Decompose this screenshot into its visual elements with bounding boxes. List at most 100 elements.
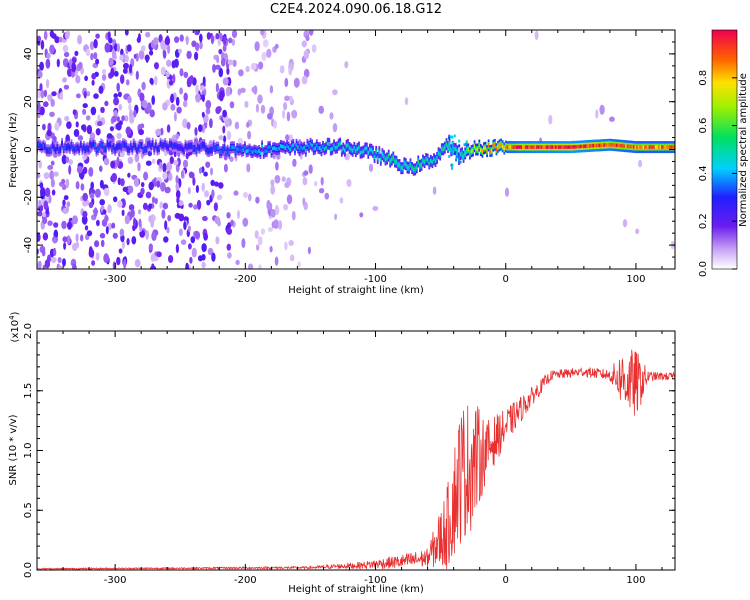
heatmap-cell bbox=[72, 263, 77, 269]
heatmap-cell bbox=[205, 100, 212, 109]
heatmap-cell bbox=[603, 143, 606, 147]
colorbar-tick-label: 0.8 bbox=[698, 70, 709, 86]
heatmap-cell bbox=[185, 35, 189, 46]
heatmap-cell bbox=[68, 164, 72, 175]
heatmap-cell bbox=[101, 68, 107, 75]
heatmap-cell bbox=[284, 77, 289, 88]
heatmap-cell bbox=[222, 77, 229, 86]
heatmap-cell bbox=[492, 143, 495, 148]
heatmap-cell bbox=[272, 146, 274, 151]
heatmap-cell bbox=[47, 220, 53, 226]
heatmap-cell bbox=[189, 144, 192, 148]
heatmap-cell bbox=[233, 190, 239, 196]
heatmap-cell bbox=[408, 166, 410, 170]
heatmap-cell bbox=[49, 248, 55, 258]
heatmap-cell bbox=[322, 145, 324, 149]
heatmap-cell bbox=[201, 143, 204, 147]
heatmap-cell bbox=[539, 145, 542, 149]
heatmap-cell bbox=[110, 160, 116, 169]
heatmap-cell bbox=[84, 147, 87, 152]
heatmap-cell bbox=[526, 145, 529, 149]
heatmap-cell bbox=[140, 45, 146, 52]
colorbar-tick-label: 0.6 bbox=[698, 118, 709, 134]
heatmap-cell bbox=[44, 187, 51, 197]
heatmap-cell bbox=[243, 191, 248, 199]
heatmap-cell bbox=[127, 172, 131, 178]
heatmap-cell bbox=[569, 145, 571, 149]
heatmap-cell bbox=[111, 115, 117, 123]
heatmap-cell bbox=[145, 160, 152, 166]
heatmap-cell bbox=[188, 171, 194, 179]
heatmap-cell bbox=[273, 146, 276, 150]
heatmap-cell bbox=[156, 147, 159, 152]
heatmap-cell bbox=[292, 143, 295, 147]
heatmap-cell bbox=[87, 147, 90, 151]
heatmap-cell bbox=[650, 145, 652, 149]
heatmap-cell bbox=[601, 143, 604, 147]
heatmap-cell bbox=[141, 81, 146, 91]
heatmap-cell bbox=[37, 211, 43, 217]
heatmap-cell bbox=[432, 186, 437, 195]
heatmap-cell bbox=[90, 181, 94, 190]
heatmap-cell bbox=[100, 142, 103, 147]
heatmap-cell bbox=[195, 148, 198, 153]
heatmap-cell bbox=[247, 130, 252, 140]
heatmap-cell bbox=[117, 91, 122, 98]
heatmap-cell bbox=[99, 165, 103, 172]
heatmap-cell bbox=[318, 188, 325, 194]
snr-ticks: -300 -200 -100 0 100 0.0 0.5 1.0 1.5 2.0 bbox=[23, 323, 675, 586]
heatmap-cell bbox=[635, 228, 640, 235]
heatmap-cell bbox=[452, 150, 455, 154]
heatmap-cell bbox=[253, 148, 256, 153]
heatmap-cell bbox=[201, 90, 206, 96]
heatmap-cell bbox=[531, 145, 534, 149]
heatmap-cell bbox=[311, 44, 317, 53]
heatmap-cell bbox=[587, 144, 590, 148]
heatmap-cell bbox=[98, 145, 101, 149]
heatmap-cell bbox=[475, 147, 477, 152]
heatmap-cell bbox=[226, 130, 232, 141]
heatmap-cell bbox=[642, 145, 645, 149]
heatmap-cell bbox=[45, 58, 51, 69]
heatmap-cell bbox=[645, 145, 648, 149]
heatmap-cell bbox=[269, 245, 273, 253]
heatmap-cell bbox=[154, 143, 157, 148]
heatmap-cell bbox=[289, 254, 295, 262]
heatmap-cell bbox=[64, 31, 70, 40]
heatmap-cell bbox=[167, 215, 172, 222]
heatmap-cell bbox=[129, 63, 133, 74]
heatmap-cell bbox=[218, 92, 224, 102]
heatmap-cell bbox=[223, 135, 227, 143]
heatmap-cell bbox=[458, 144, 461, 148]
heatmap-cell bbox=[392, 155, 395, 160]
heatmap-cell bbox=[134, 153, 140, 163]
heatmap-cell bbox=[39, 106, 45, 116]
heatmap-cell bbox=[334, 146, 337, 150]
heatmap-cell bbox=[165, 186, 171, 194]
heatmap-cell bbox=[159, 142, 162, 146]
heatmap-cell bbox=[121, 115, 125, 122]
heatmap-cell bbox=[131, 236, 137, 245]
heatmap-cell bbox=[215, 236, 220, 245]
heatmap-cell bbox=[75, 146, 78, 151]
heatmap-cell bbox=[218, 48, 223, 55]
heatmap-cell bbox=[544, 145, 546, 149]
heatmap-cell bbox=[108, 37, 113, 44]
heatmap-cell bbox=[501, 144, 504, 149]
snr-xtick-label: 100 bbox=[626, 575, 645, 586]
heatmap-cell bbox=[514, 145, 517, 149]
heatmap-cell bbox=[114, 43, 118, 52]
heatmap-cell bbox=[284, 95, 290, 102]
heatmap-cell bbox=[459, 160, 462, 164]
heatmap-cell bbox=[89, 142, 92, 146]
heatmap-cell bbox=[447, 148, 450, 151]
heatmap-cell bbox=[653, 145, 656, 149]
heatmap-cell bbox=[254, 41, 260, 52]
heatmap-cell bbox=[412, 167, 415, 172]
spectrogram-xtick-label: 0 bbox=[503, 274, 509, 285]
heatmap-cell bbox=[279, 65, 285, 74]
heatmap-cell bbox=[183, 71, 189, 79]
heatmap-cell bbox=[40, 40, 45, 50]
heatmap-cell bbox=[216, 194, 223, 201]
